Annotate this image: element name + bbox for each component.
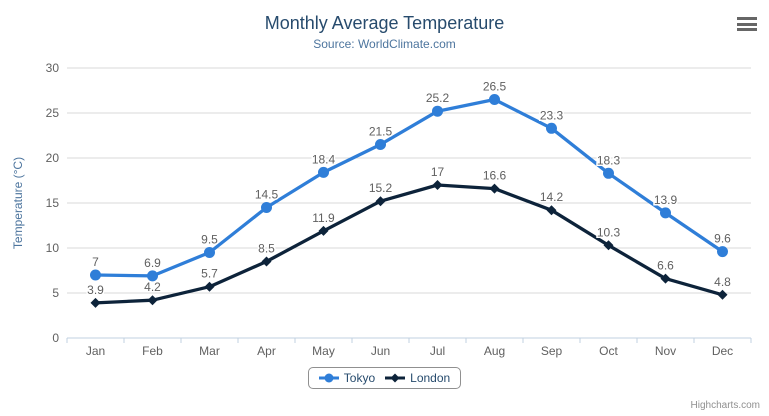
point-london-jun[interactable] — [375, 196, 386, 207]
point-tokyo-apr[interactable] — [261, 202, 272, 213]
x-category-label: Jul — [430, 344, 445, 358]
point-tokyo-may[interactable] — [318, 166, 329, 178]
series-line-tokyo — [93, 97, 725, 278]
point-london-mar[interactable] — [204, 281, 215, 292]
data-label-london-may: 11.9 — [312, 211, 335, 225]
y-tick-label: 0 — [52, 331, 59, 345]
data-label-tokyo-jun: 21.5 — [369, 125, 393, 139]
point-london-sep[interactable] — [546, 205, 557, 216]
legend-item-tokyo[interactable]: Tokyo — [318, 371, 376, 385]
legend: Tokyo London — [0, 367, 769, 389]
data-label-tokyo-nov: 13.9 — [654, 193, 678, 207]
series-line-london — [93, 183, 725, 305]
x-category-label: Dec — [712, 344, 733, 358]
point-tokyo-feb[interactable] — [147, 270, 158, 282]
y-tick-label: 20 — [46, 151, 60, 165]
point-tokyo-sep[interactable] — [546, 122, 557, 134]
data-label-tokyo-aug: 26.5 — [483, 80, 507, 94]
data-label-london-apr: 8.5 — [258, 242, 275, 256]
data-label-tokyo-mar: 9.5 — [201, 233, 218, 247]
data-label-london-feb: 4.2 — [144, 280, 161, 294]
point-london-may[interactable] — [318, 225, 329, 236]
y-tick-label: 15 — [46, 196, 60, 210]
hamburger-menu-icon[interactable] — [737, 17, 757, 31]
data-label-tokyo-may: 18.4 — [312, 152, 336, 166]
point-tokyo-jul[interactable] — [432, 105, 443, 117]
point-tokyo-dec[interactable] — [717, 246, 728, 258]
legend-marker-tokyo — [318, 373, 339, 383]
data-label-london-oct: 10.3 — [597, 225, 621, 239]
point-tokyo-jan[interactable] — [90, 269, 101, 281]
x-category-label: Aug — [484, 344, 505, 358]
data-label-london-aug: 16.6 — [483, 169, 507, 183]
x-category-label: Jun — [371, 344, 390, 358]
chart-title: Monthly Average Temperature — [264, 13, 505, 33]
data-label-london-jan: 3.9 — [87, 283, 104, 297]
data-label-tokyo-sep: 23.3 — [540, 108, 564, 122]
point-tokyo-oct[interactable] — [603, 167, 614, 179]
data-label-tokyo-jan: 7 — [92, 255, 99, 269]
data-label-london-sep: 14.2 — [540, 190, 564, 204]
chart-subtitle: Source: WorldClimate.com — [313, 37, 456, 51]
data-label-london-mar: 5.7 — [201, 267, 218, 281]
data-label-london-dec: 4.8 — [714, 275, 731, 289]
data-label-tokyo-oct: 18.3 — [597, 153, 621, 167]
data-label-tokyo-jul: 25.2 — [426, 91, 450, 105]
data-label-london-jun: 15.2 — [369, 181, 393, 195]
legend-label-london: London — [410, 371, 451, 385]
point-tokyo-jun[interactable] — [375, 139, 386, 150]
data-label-london-jul: 17 — [431, 165, 445, 179]
legend-label-tokyo: Tokyo — [343, 371, 376, 385]
x-category-label: Nov — [655, 344, 676, 358]
point-tokyo-mar[interactable] — [204, 247, 215, 258]
point-london-dec[interactable] — [717, 289, 728, 300]
legend-box: Tokyo London — [307, 367, 462, 389]
y-tick-label: 10 — [46, 241, 60, 255]
point-london-feb[interactable] — [147, 295, 158, 306]
hamburger-bar — [737, 22, 757, 26]
hamburger-bar — [737, 28, 757, 31]
point-london-oct[interactable] — [603, 240, 614, 251]
data-label-london-nov: 6.6 — [657, 259, 674, 273]
data-label-tokyo-feb: 6.9 — [144, 256, 161, 270]
x-category-label: Mar — [199, 344, 220, 358]
y-tick-label: 5 — [52, 286, 59, 300]
x-category-label: Apr — [257, 344, 276, 358]
x-category-label: Jan — [86, 344, 105, 358]
point-london-jul[interactable] — [432, 180, 443, 190]
y-axis-title: Temperature (°C) — [11, 157, 25, 249]
data-label-tokyo-dec: 9.6 — [714, 232, 731, 246]
credits-link[interactable]: Highcharts.com — [690, 400, 760, 411]
x-category-label: Oct — [599, 344, 618, 358]
point-london-aug[interactable] — [489, 183, 500, 194]
x-category-label: May — [312, 344, 335, 358]
point-tokyo-nov[interactable] — [660, 207, 671, 219]
legend-marker-london — [385, 373, 406, 383]
y-tick-label: 30 — [46, 61, 60, 75]
legend-item-london[interactable]: London — [385, 371, 450, 385]
point-london-apr[interactable] — [261, 256, 272, 267]
point-london-jan[interactable] — [90, 297, 101, 308]
hamburger-bar — [737, 17, 757, 20]
data-label-tokyo-apr: 14.5 — [255, 188, 279, 202]
point-london-nov[interactable] — [660, 273, 671, 284]
x-category-label: Sep — [541, 344, 563, 358]
x-category-label: Feb — [142, 344, 163, 358]
y-tick-label: 25 — [46, 106, 60, 120]
point-tokyo-aug[interactable] — [489, 94, 500, 105]
